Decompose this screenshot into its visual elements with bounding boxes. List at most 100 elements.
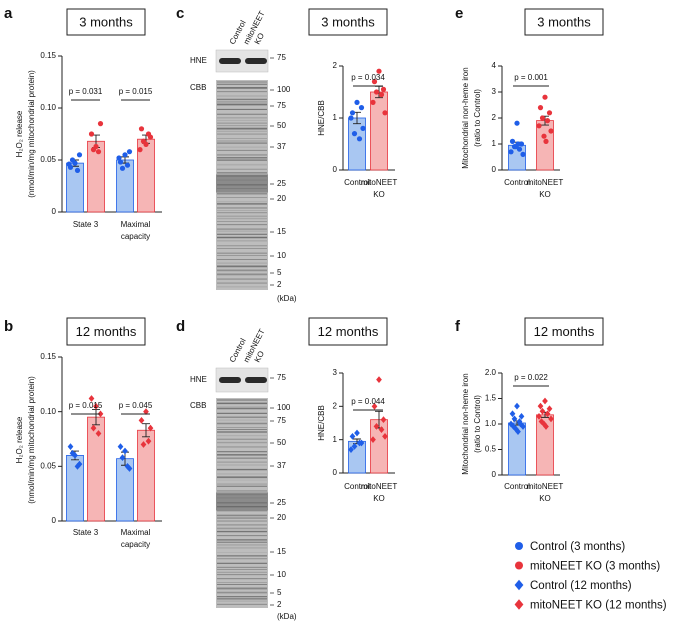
p-value: p = 0.001 [514, 73, 548, 82]
data-point [510, 423, 517, 430]
data-point [514, 120, 520, 126]
data-point [348, 446, 354, 454]
y-tick-label: 0.05 [40, 155, 56, 164]
legend-label: Control (12 months) [530, 580, 632, 592]
data-point [538, 418, 545, 425]
data-point [66, 161, 72, 167]
row-label: CBB [190, 83, 206, 92]
x-tick-label: KO [373, 190, 385, 199]
hne-band [219, 377, 241, 383]
data-point [138, 417, 145, 424]
marker-label: 15 [277, 227, 286, 236]
data-point [539, 115, 546, 121]
marker-label: 75 [277, 53, 286, 62]
marker-label: 10 [277, 251, 286, 260]
x-tick-label: mitoNEET [527, 178, 564, 187]
chart-title: 3 months [79, 14, 133, 29]
p-value: p = 0.044 [351, 397, 385, 406]
legend-marker [515, 542, 523, 550]
y-axis-label: Mitochondrial non-heme iron [461, 373, 470, 474]
x-tick-label: mitoNEET [361, 178, 398, 187]
y-tick-label: 3 [492, 87, 497, 96]
data-point [117, 159, 124, 165]
marker-label: 20 [277, 194, 286, 203]
title-box [524, 317, 604, 346]
data-point [69, 157, 76, 163]
data-point [351, 442, 358, 450]
data-point [520, 151, 526, 157]
data-point [544, 118, 551, 124]
y-tick-label: 0.10 [40, 407, 56, 416]
y-tick-label: 0 [333, 468, 338, 477]
x-tick-label: capacity [121, 540, 150, 549]
unit-label: (kDa) [277, 612, 297, 621]
data-point [124, 162, 131, 168]
p-value: p = 0.015 [119, 87, 153, 96]
data-point [376, 68, 382, 74]
marker-label: 5 [277, 268, 282, 277]
title-box [308, 8, 388, 36]
hne-blot [215, 49, 269, 73]
data-point [515, 141, 521, 147]
data-point [97, 121, 104, 127]
panel-label: e [455, 5, 463, 22]
data-point [74, 167, 81, 173]
y-tick-label: 2 [333, 61, 338, 70]
data-point [95, 430, 102, 437]
x-tick-label: KO [539, 494, 551, 503]
data-point [536, 123, 542, 129]
title-box [308, 317, 388, 346]
data-point [548, 128, 554, 134]
data-point [140, 441, 147, 448]
legend-label: Control (3 months) [530, 541, 625, 553]
marker-label: 75 [277, 373, 286, 382]
data-point [145, 131, 152, 137]
legend-marker [515, 561, 523, 570]
data-point [370, 99, 376, 105]
y-tick-label: 1 [333, 435, 338, 444]
y-tick-label: 0 [52, 207, 57, 216]
data-point [508, 149, 514, 155]
marker-label: 5 [277, 588, 282, 597]
data-point [541, 133, 547, 139]
p-value: p = 0.034 [351, 73, 385, 82]
legend-label: mitoNEET KO (3 months) [530, 561, 660, 573]
y-tick-label: 1 [492, 139, 497, 148]
y-tick-label: 0 [52, 516, 57, 525]
data-point [542, 397, 548, 405]
data-point [514, 402, 520, 410]
data-point [137, 147, 143, 153]
marker-label: 75 [277, 101, 286, 110]
data-point [380, 86, 387, 92]
cbb-dark-band [216, 174, 268, 193]
bar [348, 117, 366, 171]
error-bar [142, 423, 150, 438]
data-point [354, 429, 360, 437]
title-box [524, 8, 604, 36]
y-tick-label: 0.10 [40, 103, 56, 112]
bar [137, 429, 155, 522]
data-point [360, 125, 366, 131]
data-point [76, 152, 83, 158]
marker-label: 75 [277, 416, 286, 425]
data-point [140, 138, 147, 144]
data-point [539, 407, 546, 415]
marker-label: 15 [277, 547, 286, 556]
data-point [544, 410, 551, 418]
data-point [509, 410, 516, 418]
data-point [378, 426, 385, 434]
marker-label: 50 [277, 438, 286, 447]
data-point [117, 443, 124, 451]
panel-label: c [176, 5, 184, 22]
data-point [145, 437, 152, 445]
chart-title: 12 months [318, 324, 379, 339]
y-axis-label: (ratio to Control) [473, 89, 482, 147]
y-axis-label: H₂O₂ release [15, 110, 24, 157]
data-point [69, 449, 76, 457]
row-label: HNE [190, 375, 207, 384]
y-axis-label: (ratio to Control) [473, 395, 482, 453]
chart-title: 3 months [321, 14, 375, 29]
hne-band [219, 58, 241, 64]
data-point [382, 110, 388, 116]
title-box [66, 317, 146, 346]
